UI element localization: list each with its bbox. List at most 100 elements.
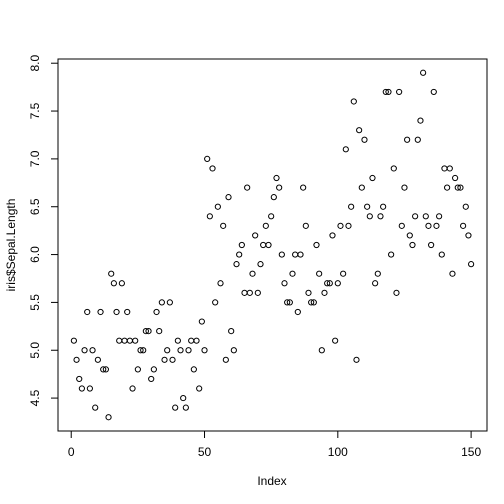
point [409, 241, 416, 249]
point [369, 174, 376, 182]
point [185, 347, 192, 354]
point [164, 347, 171, 354]
point [401, 184, 408, 191]
point [385, 88, 392, 96]
point [361, 136, 368, 143]
y-tick-label: 8.0 [28, 55, 42, 72]
point [441, 165, 448, 172]
point [422, 213, 429, 220]
point [78, 385, 85, 392]
point [158, 299, 165, 306]
point [329, 232, 336, 239]
point [337, 222, 344, 229]
point [294, 308, 301, 316]
point [345, 222, 352, 229]
y-tick-label: 7.5 [28, 102, 42, 119]
point [393, 289, 400, 296]
y-tick-label: 5.5 [28, 294, 42, 311]
y-tick-label: 5.0 [28, 342, 42, 359]
point [150, 366, 157, 373]
point [134, 366, 141, 373]
point [334, 280, 341, 287]
point [302, 222, 309, 229]
point [70, 337, 77, 344]
point [366, 213, 373, 220]
point [129, 385, 136, 392]
point [81, 347, 88, 354]
point [321, 289, 328, 296]
point [116, 337, 123, 344]
point [284, 299, 291, 306]
point [100, 366, 107, 373]
point [196, 385, 203, 392]
x-axis-label: Index [257, 474, 286, 488]
point [380, 203, 387, 210]
point [73, 356, 80, 363]
point [374, 270, 381, 277]
point [190, 366, 197, 373]
point [118, 280, 125, 287]
point [169, 356, 176, 363]
point [332, 337, 339, 344]
point [236, 251, 243, 258]
point [281, 280, 288, 287]
point [121, 337, 128, 344]
point [244, 184, 251, 191]
point [324, 280, 331, 287]
point [220, 222, 227, 229]
point [260, 241, 267, 249]
point [468, 261, 475, 268]
point [108, 270, 115, 277]
point [276, 184, 283, 191]
point [278, 251, 285, 258]
point [188, 337, 195, 344]
point [372, 280, 379, 287]
point [262, 222, 269, 229]
point [406, 232, 413, 239]
y-tick-label: 6.0 [28, 246, 42, 263]
point [225, 194, 232, 201]
point [313, 241, 320, 249]
point [145, 328, 152, 335]
point [193, 337, 200, 344]
point [460, 222, 467, 229]
x-tick-label: 100 [328, 445, 348, 459]
y-tick-label: 4.5 [28, 389, 42, 406]
point [252, 232, 259, 239]
point [350, 98, 357, 105]
point [257, 261, 264, 268]
plot-box [57, 58, 488, 432]
point [353, 356, 360, 363]
point [438, 251, 445, 258]
point [142, 328, 149, 335]
point [110, 280, 117, 287]
point [326, 280, 333, 287]
point [140, 347, 147, 354]
point [206, 213, 213, 220]
point [126, 337, 133, 344]
y-tick-label: 6.5 [28, 198, 42, 215]
point [166, 299, 173, 306]
point [204, 155, 211, 162]
point [417, 117, 424, 124]
point [86, 385, 93, 392]
point [124, 308, 131, 316]
point [340, 270, 347, 277]
point [113, 308, 120, 316]
point [436, 213, 443, 220]
point [305, 289, 312, 296]
point [310, 299, 317, 306]
x-tick-label: 150 [461, 445, 481, 459]
point [137, 347, 144, 354]
point [433, 222, 440, 229]
point [300, 184, 307, 191]
point [198, 318, 205, 325]
point [172, 404, 179, 411]
point [174, 337, 181, 344]
point [398, 222, 405, 229]
point [348, 203, 355, 210]
point [289, 270, 296, 277]
point [161, 356, 168, 363]
point [214, 203, 221, 210]
